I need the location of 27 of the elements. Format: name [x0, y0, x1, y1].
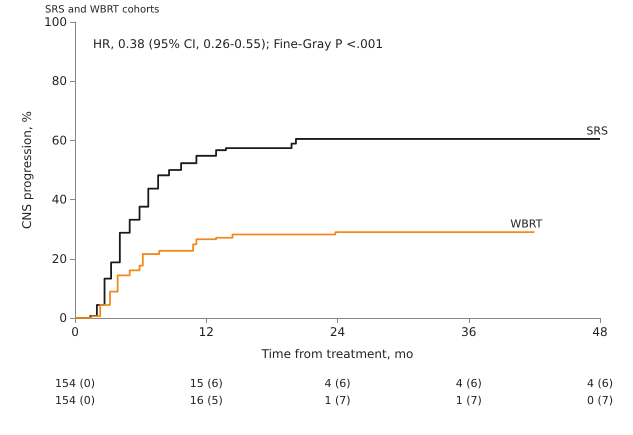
y-tick-label: 20 [52, 252, 67, 266]
y-axis-title: CNS progression, % [20, 111, 34, 229]
text: 0 (7) [586, 394, 614, 407]
text: 1 (7) [324, 394, 351, 407]
series-label: WBRT [510, 218, 543, 231]
y-tick-label: 80 [52, 74, 67, 88]
x-tick-label: 48 [592, 325, 608, 339]
y-tick-label: 100 [44, 15, 67, 29]
x-tick-label: 24 [330, 325, 346, 339]
text: 4 (6) [456, 377, 482, 390]
y-tick-label: 0 [59, 311, 67, 325]
text: 16 (5) [190, 394, 223, 407]
text: 4 (6) [586, 377, 614, 390]
chart-title: SRS and WBRT cohorts [45, 4, 160, 16]
x-tick-label: 12 [198, 325, 214, 339]
annotation: HR, 0.38 (95% CI, 0.26-0.55); Fine-Gray P <.001 [93, 37, 383, 51]
text: 1 (7) [456, 394, 482, 407]
text: 15 (6) [190, 377, 223, 390]
text: 154 (0) [54, 377, 96, 390]
text: 154 (0) [54, 394, 96, 407]
x-tick-label: 0 [71, 325, 79, 339]
series-label: SRS [586, 124, 608, 138]
y-tick-label: 40 [52, 192, 67, 207]
x-tick-label: 36 [461, 325, 476, 339]
text: 4 (6) [324, 377, 351, 390]
y-tick-label: 60 [52, 133, 67, 148]
x-axis-title: Time from treatment, mo [260, 347, 414, 361]
